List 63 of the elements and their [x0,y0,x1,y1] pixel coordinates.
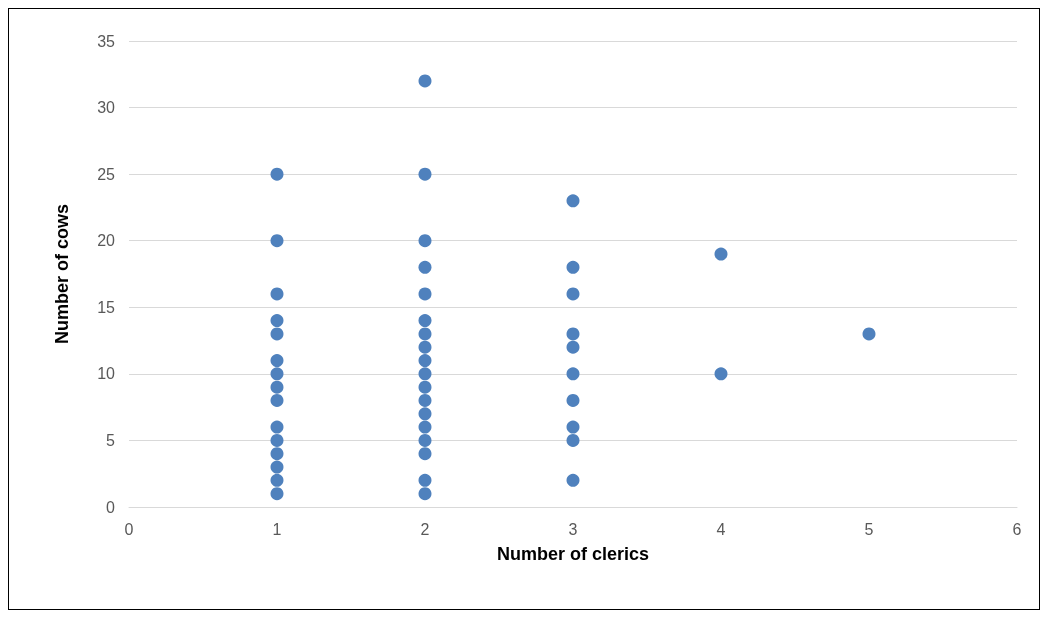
point [270,380,284,394]
point [418,433,432,447]
point [270,314,284,328]
point [418,407,432,421]
point [566,194,580,208]
point [270,367,284,381]
point [418,420,432,434]
x-tick-label: 0 [124,520,134,538]
point [270,447,284,461]
point [566,433,580,447]
y-tick-label: 30 [97,99,116,117]
x-tick-label: 5 [864,520,874,538]
point [418,260,432,274]
point [566,420,580,434]
point [418,473,432,487]
point [418,340,432,354]
point [418,74,432,88]
point [270,487,284,501]
point [270,393,284,407]
point [418,287,432,301]
point [418,167,432,181]
point [270,433,284,447]
point [418,354,432,368]
point [270,420,284,434]
y-tick-label: 25 [97,165,116,183]
point [714,367,728,381]
point [566,340,580,354]
point [418,380,432,394]
y-tick-label: 10 [97,365,116,383]
y-tick-label: 0 [106,498,116,516]
point [418,327,432,341]
point [418,447,432,461]
y-tick-label: 5 [106,431,116,449]
point [566,327,580,341]
y-axis-title: Number of cows [52,203,72,345]
point [270,234,284,248]
x-tick-label: 1 [272,520,282,538]
point [714,247,728,261]
x-axis-title: Number of clerics [496,544,650,564]
point [270,473,284,487]
point [566,367,580,381]
point [418,234,432,248]
point [270,354,284,368]
y-tick-label: 15 [97,298,116,316]
point [566,473,580,487]
point [566,287,580,301]
point [418,367,432,381]
x-tick-label: 4 [716,520,726,538]
point [862,327,876,341]
y-tick-label: 35 [97,32,116,50]
point [270,167,284,181]
x-tick-label: 2 [420,520,430,538]
point [270,460,284,474]
x-tick-label: 3 [568,520,578,538]
point [270,287,284,301]
point [418,393,432,407]
point [418,487,432,501]
point [418,314,432,328]
x-tick-label: 6 [1012,520,1022,538]
point [566,393,580,407]
point [566,260,580,274]
point [270,327,284,341]
y-tick-label: 20 [97,232,116,250]
